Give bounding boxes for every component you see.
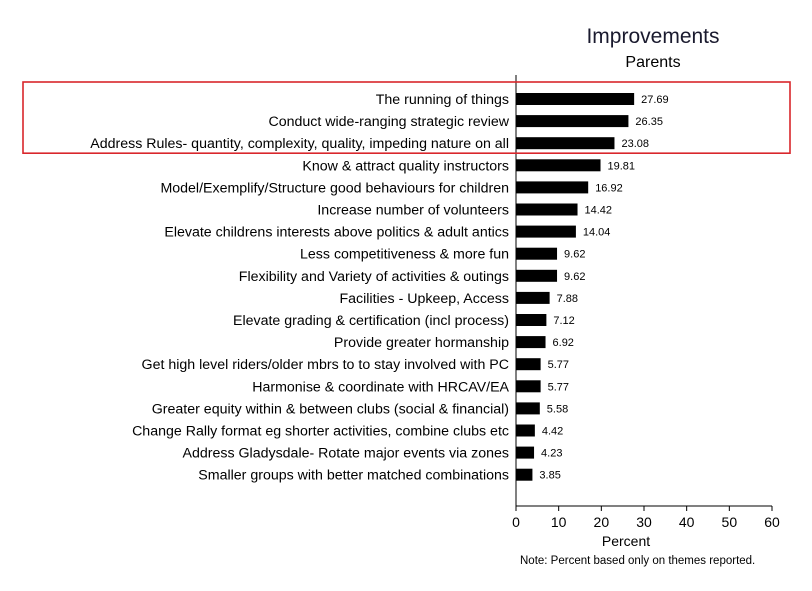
- bar: [516, 203, 578, 216]
- category-label: Elevate childrens interests above politi…: [164, 225, 509, 241]
- value-label: 5.58: [547, 403, 568, 415]
- bar: [516, 93, 635, 105]
- category-label: Less competitiveness & more fun: [300, 247, 509, 263]
- x-axis-label: Percent: [602, 533, 650, 549]
- bar: [516, 225, 576, 238]
- bar: [516, 358, 541, 371]
- category-label: Smaller groups with better matched combi…: [198, 468, 509, 484]
- value-label: 5.77: [548, 359, 569, 371]
- bar: [516, 181, 589, 194]
- value-label: 14.04: [583, 227, 611, 239]
- category-label: Get high level riders/older mbrs to to s…: [142, 357, 509, 373]
- bar: [516, 424, 535, 437]
- bar: [516, 115, 629, 128]
- x-tick-label: 10: [551, 514, 567, 530]
- x-tick-label: 60: [764, 514, 780, 530]
- value-label: 23.08: [621, 138, 649, 150]
- bar: [516, 446, 535, 459]
- bar: [516, 380, 541, 393]
- bar: [516, 137, 615, 150]
- value-label: 16.92: [595, 182, 623, 194]
- value-label: 7.12: [553, 315, 574, 327]
- category-label: Increase number of volunteers: [317, 203, 509, 219]
- bar: [516, 402, 540, 415]
- category-label: The running of things: [376, 92, 509, 108]
- x-tick-label: 40: [679, 514, 695, 530]
- chart-title: Improvements: [586, 25, 719, 48]
- value-label: 26.35: [635, 116, 663, 128]
- bar: [516, 247, 558, 260]
- bar: [516, 159, 601, 172]
- bar: [516, 336, 546, 349]
- category-label: Harmonise & coordinate with HRCAV/EA: [252, 379, 509, 395]
- value-label: 4.23: [541, 448, 562, 460]
- x-tick-label: 20: [594, 514, 610, 530]
- chart-subtitle: Parents: [625, 54, 680, 71]
- chart-note: Note: Percent based only on themes repor…: [520, 555, 755, 567]
- bar: [516, 314, 547, 326]
- category-label: Elevate grading & certification (incl pr…: [233, 313, 509, 329]
- value-label: 14.42: [585, 205, 613, 217]
- bar: [516, 291, 550, 304]
- value-label: 3.85: [539, 470, 560, 482]
- value-label: 7.88: [557, 293, 578, 305]
- x-tick-label: 0: [512, 514, 520, 530]
- bars-group: The running of things 27.69 Conduct wide-r…: [90, 92, 668, 484]
- category-label: Address Rules- quantity, complexity, qua…: [90, 136, 509, 152]
- category-label: Conduct wide-ranging strategic review: [268, 114, 509, 130]
- bar: [516, 468, 533, 481]
- category-label: Greater equity within & between clubs (s…: [152, 401, 509, 417]
- bar: [516, 269, 558, 282]
- x-axis: 0 10 20 30 40 50 60: [512, 75, 780, 530]
- value-label: 9.62: [564, 271, 585, 283]
- category-label: Know & attract quality instructors: [302, 158, 509, 174]
- category-label: Provide greater hormanship: [334, 335, 509, 351]
- category-label: Address Gladysdale- Rotate major events …: [183, 446, 509, 462]
- category-label: Model/Exemplify/Structure good behaviour…: [160, 180, 509, 196]
- value-label: 27.69: [641, 94, 669, 106]
- x-tick-label: 50: [722, 514, 738, 530]
- value-label: 19.81: [608, 160, 636, 172]
- highlight-box: [22, 81, 791, 154]
- x-tick-label: 30: [636, 514, 652, 530]
- category-label: Flexibility and Variety of activities & …: [239, 269, 509, 285]
- category-label: Facilities - Upkeep, Access: [339, 291, 509, 307]
- value-label: 5.77: [548, 381, 569, 393]
- value-label: 9.62: [564, 249, 585, 261]
- value-label: 4.42: [542, 426, 563, 438]
- value-label: 6.92: [553, 337, 574, 349]
- category-label: Change Rally format eg shorter activitie…: [132, 424, 509, 440]
